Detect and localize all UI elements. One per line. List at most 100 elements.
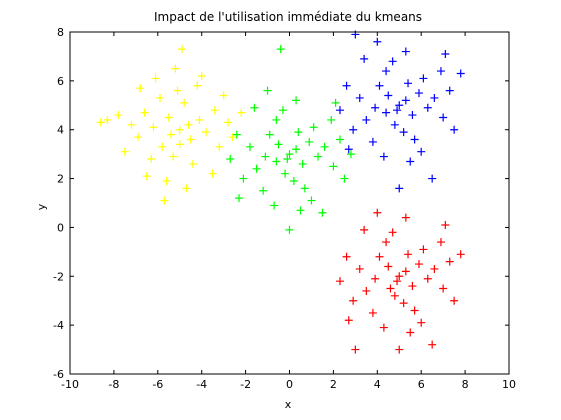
point-marker (404, 79, 413, 88)
point-marker (388, 57, 397, 66)
point-marker (371, 274, 380, 283)
x-tick-label: 8 (462, 378, 469, 391)
point-marker (298, 159, 307, 168)
point-marker (362, 115, 371, 124)
point-marker (355, 264, 364, 273)
point-marker (384, 91, 393, 100)
point-marker (210, 106, 219, 115)
point-marker (180, 98, 189, 107)
point-marker (292, 145, 301, 154)
point-marker (450, 125, 459, 134)
point-marker (162, 177, 171, 186)
y-tick-label: -2 (53, 270, 64, 283)
point-marker (193, 81, 202, 90)
x-tick-label: -4 (196, 378, 207, 391)
point-marker (215, 142, 224, 151)
point-marker (368, 308, 377, 317)
point-marker (281, 169, 290, 178)
point-marker (375, 252, 384, 261)
point-marker (445, 86, 454, 95)
point-marker (419, 245, 428, 254)
point-marker (393, 277, 402, 286)
point-marker (309, 123, 318, 132)
y-tick-label: 2 (57, 173, 64, 186)
point-marker (270, 201, 279, 210)
point-marker (265, 130, 274, 139)
point-marker (355, 93, 364, 102)
point-marker (202, 128, 211, 137)
point-marker (346, 150, 355, 159)
y-axis-label: y (35, 203, 48, 210)
point-marker (395, 345, 404, 354)
point-marker (399, 128, 408, 137)
y-tick-label: 0 (57, 221, 64, 234)
point-marker (382, 67, 391, 76)
point-marker (232, 130, 241, 139)
y-tick-label: 6 (57, 75, 64, 88)
point-marker (436, 238, 445, 247)
x-tick-label: 2 (330, 378, 337, 391)
point-marker (278, 106, 287, 115)
series-3 (335, 208, 465, 354)
point-marker (408, 282, 417, 291)
y-tick-label: 4 (57, 124, 64, 137)
point-marker (182, 184, 191, 193)
point-marker (224, 118, 233, 127)
x-tick-label: 10 (502, 378, 516, 391)
point-marker (318, 208, 327, 217)
point-marker (195, 115, 204, 124)
point-marker (410, 135, 419, 144)
point-marker (147, 155, 156, 164)
point-marker (263, 86, 272, 95)
point-marker (237, 108, 246, 117)
point-marker (379, 323, 388, 332)
point-marker (360, 54, 369, 63)
point-marker (320, 142, 329, 151)
point-marker (274, 140, 283, 149)
point-marker (395, 101, 404, 110)
point-marker (173, 86, 182, 95)
series-1 (226, 45, 355, 234)
point-marker (114, 111, 123, 120)
point-marker (239, 174, 248, 183)
point-marker (169, 152, 178, 161)
point-marker (226, 155, 235, 164)
point-marker (228, 133, 237, 142)
x-tick-label: -10 (61, 378, 79, 391)
point-marker (285, 150, 294, 159)
point-marker (362, 286, 371, 295)
point-marker (197, 71, 206, 80)
y-tick-label: -6 (53, 368, 64, 381)
point-marker (441, 220, 450, 229)
point-marker (423, 274, 432, 283)
point-marker (235, 194, 244, 203)
point-marker (134, 133, 143, 142)
point-marker (373, 208, 382, 217)
point-marker (386, 284, 395, 293)
ticks-layer: -10 -8 -6 -4 -2 0 2 4 6 8 10 -6 -4 -2 0 2 4 6 8 (53, 26, 516, 391)
point-marker (335, 106, 344, 115)
point-marker (340, 174, 349, 183)
point-marker (360, 225, 369, 234)
point-marker (415, 260, 424, 269)
point-marker (415, 89, 424, 98)
point-marker (371, 103, 380, 112)
point-marker (342, 81, 351, 90)
point-marker (103, 115, 112, 124)
point-marker (289, 177, 298, 186)
point-marker (401, 213, 410, 222)
point-marker (155, 93, 164, 102)
x-tick-label: 0 (286, 378, 293, 391)
point-marker (175, 140, 184, 149)
point-marker (219, 91, 228, 100)
series-2 (335, 30, 465, 193)
point-marker (384, 262, 393, 271)
point-marker (395, 184, 404, 193)
point-marker (390, 120, 399, 129)
point-marker (300, 184, 309, 193)
point-marker (252, 164, 261, 173)
point-marker (401, 267, 410, 276)
point-marker (441, 49, 450, 58)
point-marker (208, 169, 217, 178)
point-marker (186, 135, 195, 144)
